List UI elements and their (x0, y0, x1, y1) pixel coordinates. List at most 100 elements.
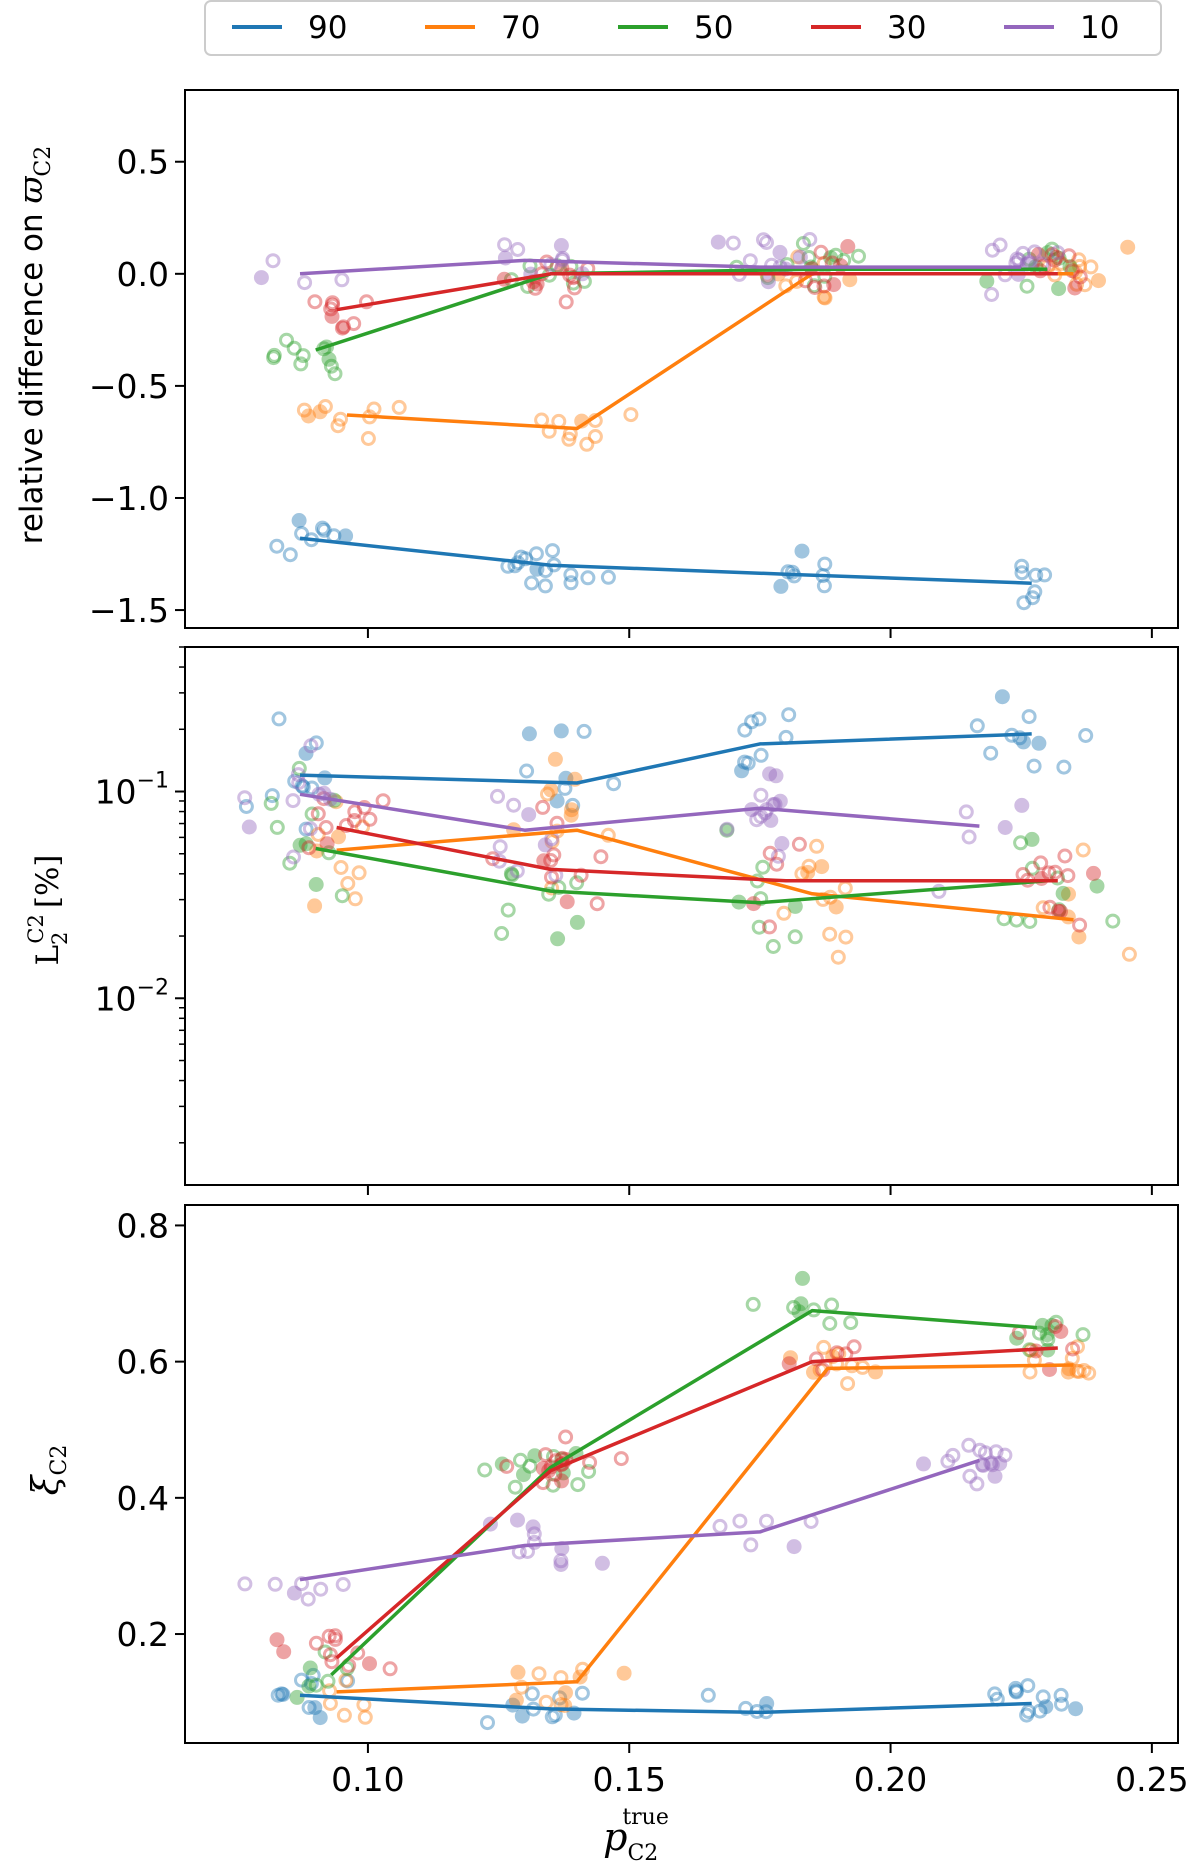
scatter-point (1071, 929, 1087, 945)
scatter-point (828, 247, 844, 263)
ytick-label: −1.5 (89, 591, 169, 630)
scatter-point (510, 1664, 526, 1680)
scatter-point (500, 902, 516, 918)
scatter-point (499, 1458, 515, 1474)
scatter-point (266, 350, 282, 366)
scatter-point (1091, 273, 1106, 289)
scatter-point (1026, 758, 1042, 774)
scatter-point (507, 1479, 523, 1495)
scatter-point (545, 543, 560, 559)
legend: 90 70 50 30 10 (204, 0, 1162, 56)
scatter-point (1009, 1330, 1025, 1346)
scatter-point (569, 875, 585, 891)
scatter-point (725, 235, 741, 251)
scatter-point (565, 797, 581, 813)
scatter-point (962, 1468, 978, 1484)
legend-label-70: 70 (501, 10, 540, 46)
scatter-point (734, 763, 750, 779)
scatter-point (1065, 1341, 1081, 1357)
scatter-point (1086, 865, 1101, 881)
scatter-point (527, 1448, 543, 1464)
scatter-point (606, 776, 622, 792)
scatter-point (800, 865, 816, 880)
xlabel: pC2true (603, 1805, 669, 1866)
scatter-point (1072, 258, 1088, 274)
scatter-point (987, 1686, 1003, 1702)
scatter-point (347, 891, 363, 907)
scatter-point (793, 1296, 809, 1312)
scatter-point (524, 575, 540, 591)
scatter-point (613, 1451, 629, 1467)
scatter-point (753, 808, 769, 824)
scatter-point (516, 1467, 531, 1483)
scatter-point (543, 782, 559, 798)
axes-frame (184, 646, 1179, 1186)
scatter-point (564, 802, 579, 818)
scatter-point (346, 813, 362, 828)
scatter-point (790, 249, 806, 265)
scatter-point (737, 722, 753, 738)
scatter-point (497, 237, 513, 253)
scatter-point (321, 351, 337, 367)
scatter-point (265, 253, 281, 269)
ylabel-l2-error: L2C2[%] (24, 854, 72, 965)
scatter-point (1083, 259, 1099, 275)
scatter-point (780, 564, 796, 580)
scatter-point (317, 770, 333, 786)
scatter-point (301, 1678, 317, 1694)
scatter-point (269, 1632, 285, 1648)
scatter-point (824, 1297, 840, 1313)
ytick-label: 0.4 (117, 1479, 169, 1518)
scatter-point (1042, 899, 1058, 915)
scatter-point (1033, 855, 1049, 871)
scatter-point (307, 1700, 323, 1716)
scatter-point (1032, 1703, 1048, 1719)
scatter-point (1015, 245, 1031, 261)
scatter-point (809, 838, 825, 854)
scatter-point (338, 1672, 354, 1688)
scatter-point (537, 837, 553, 853)
scatter-point (308, 877, 324, 892)
scatter-point (307, 294, 323, 310)
axes-frame (184, 89, 1179, 629)
scatter-point (494, 1456, 510, 1472)
scatter-point (519, 763, 535, 779)
scatter-point (311, 786, 327, 802)
scatter-point (338, 818, 354, 833)
xtick-label: 0.20 (854, 1760, 927, 1799)
scatter-point (317, 1644, 333, 1660)
scatter-point (1038, 1699, 1054, 1715)
scatter-point (574, 1685, 590, 1701)
scatter-point (1048, 249, 1064, 265)
scatter-point (1044, 247, 1060, 262)
scatter-point (1021, 709, 1037, 725)
scatter-point (1024, 860, 1040, 876)
scatter-point (351, 865, 367, 881)
scatter-point (324, 308, 340, 324)
scatter-point (477, 1462, 493, 1478)
scatter-point (760, 274, 776, 290)
scatter-point (772, 244, 788, 260)
scatter-point (822, 1316, 838, 1331)
scatter-point (719, 822, 735, 838)
scatter-point (544, 834, 560, 849)
scatter-point (506, 797, 522, 813)
series-line-30 (336, 272, 1058, 312)
scatter-point (291, 760, 307, 776)
scatter-point (762, 845, 778, 861)
scatter-point (320, 1673, 336, 1689)
series-line-70 (336, 1363, 1074, 1694)
scatter-point (846, 1339, 862, 1355)
scatter-point (753, 891, 769, 907)
scatter-point (310, 806, 326, 822)
scatter-point (570, 1477, 586, 1493)
scatter-point (580, 570, 596, 586)
scatter-point (490, 788, 505, 804)
scatter-point (744, 714, 760, 730)
scatter-point (1054, 1696, 1069, 1712)
scatter-point (773, 578, 789, 594)
scatter-point (1027, 244, 1043, 260)
series-line-50 (315, 267, 1048, 352)
scatter-point (286, 340, 302, 356)
scatter-point (301, 408, 316, 424)
